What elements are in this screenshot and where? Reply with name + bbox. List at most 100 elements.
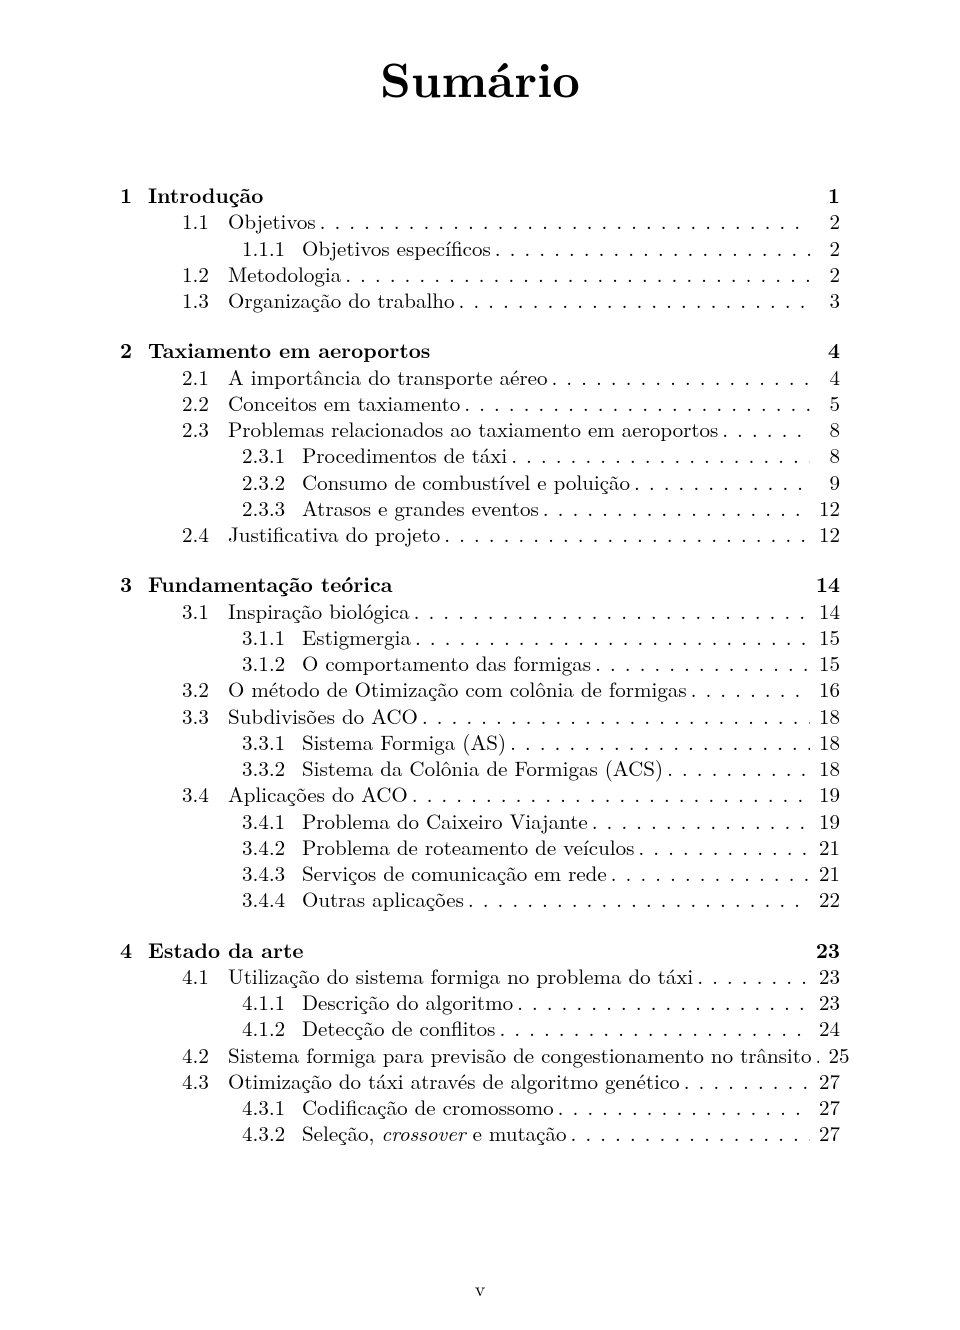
toc-entry-title: Subdivisões do ACO xyxy=(228,703,418,729)
toc-chapter-number: 2 xyxy=(120,337,148,363)
toc-entry-title: Aplicações do ACO xyxy=(228,781,408,807)
toc-entry: 4.1.1Descrição do algoritmo 23 xyxy=(120,989,840,1015)
toc-entry: 1.1Objetivos2 xyxy=(120,208,840,234)
toc-entry: 4.1.2Detecção de conflitos24 xyxy=(120,1015,840,1041)
toc-entry-number: 1.1.1 xyxy=(242,235,302,261)
toc-entry: 3.1Inspiração biológica14 xyxy=(120,598,840,624)
toc-leader-dots xyxy=(567,1120,811,1146)
toc-entry-page: 8 xyxy=(810,416,840,442)
toc-entry-title: Descrição do algoritmo xyxy=(302,989,513,1015)
toc-chapter-page: 4 xyxy=(828,337,840,363)
toc-entry-title: A importância do transporte aéreo xyxy=(228,364,547,390)
toc-entry-title: Inspiração biológica xyxy=(228,598,410,624)
toc-entry: 2.3Problemas relacionados ao taxiamento … xyxy=(120,416,840,442)
toc-entry-title: O método de Otimização com colônia de fo… xyxy=(228,676,687,702)
toc-chapter-heading: 3Fundamentação teórica14 xyxy=(120,571,840,597)
toc-leader-dots xyxy=(410,598,810,624)
toc-leader-dots xyxy=(316,208,810,234)
toc-entry-title: Serviços de comunicação em rede xyxy=(302,860,607,886)
toc-entry-page: 21 xyxy=(810,834,840,860)
toc-leader-dots xyxy=(418,703,810,729)
toc-entry: 4.1Utilização do sistema formiga no prob… xyxy=(120,963,840,989)
toc-leader-dots xyxy=(693,963,810,989)
toc-leader-dots xyxy=(607,860,810,886)
toc-leader-dots xyxy=(718,416,810,442)
toc-chapter: 4Estado da arte234.1Utilização do sistem… xyxy=(120,937,840,1147)
toc-chapter-heading: 2Taxiamento em aeroportos4 xyxy=(120,337,840,363)
toc-entry-page: 8 xyxy=(810,442,840,468)
toc-entry-title: Objetivos xyxy=(228,208,316,234)
toc-entry-page: 14 xyxy=(810,598,840,624)
toc-entry-title: Justificativa do projeto xyxy=(228,521,440,547)
toc-leader-dots xyxy=(513,989,810,1015)
toc-entry: 2.2Conceitos em taxiamento5 xyxy=(120,390,840,416)
toc-chapter: 3Fundamentação teórica143.1Inspiração bi… xyxy=(120,571,840,912)
toc-entry-number: 4.1 xyxy=(182,963,228,989)
toc-chapter-heading: 4Estado da arte23 xyxy=(120,937,840,963)
toc-entry-title: Problema do Caixeiro Viajante xyxy=(302,808,588,834)
toc-entry-number: 3.3 xyxy=(182,703,228,729)
toc-entry-page: 21 xyxy=(810,860,840,886)
toc-entry-page: 19 xyxy=(810,781,840,807)
toc-entry-number: 2.1 xyxy=(182,364,228,390)
toc-entry-title: Sistema formiga para previsão de congest… xyxy=(228,1042,811,1068)
toc-entry: 1.2Metodologia 2 xyxy=(120,261,840,287)
toc-entry: 3.3.1Sistema Formiga (AS)18 xyxy=(120,729,840,755)
toc-entry-title: Atrasos e grandes eventos xyxy=(302,495,539,521)
toc-entry-number: 3.1.1 xyxy=(242,624,302,650)
toc-entry-page: 25 xyxy=(819,1042,849,1068)
toc-entry-title: Otimização do táxi através de algoritmo … xyxy=(228,1068,680,1094)
toc-entry-title: Sistema da Colônia de Formigas (ACS) xyxy=(302,755,663,781)
toc-chapter-number: 1 xyxy=(120,182,148,208)
toc-leader-dots xyxy=(506,729,810,755)
toc-entry: 3.1.1Estigmergia 15 xyxy=(120,624,840,650)
toc-entry-page: 15 xyxy=(810,624,840,650)
toc-entry-number: 4.1.1 xyxy=(242,989,302,1015)
toc-chapter-title: Estado da arte xyxy=(148,937,303,963)
toc-leader-dots xyxy=(591,650,810,676)
toc-entry-number: 1.2 xyxy=(182,261,228,287)
toc-entry: 3.4.2Problema de roteamento de veículos2… xyxy=(120,834,840,860)
toc-leader-dots xyxy=(454,287,810,313)
toc-entry-title: Organização do trabalho xyxy=(228,287,454,313)
toc-entry: 4.3.2Seleção, crossover e mutação27 xyxy=(120,1120,840,1146)
toc-leader-dots xyxy=(663,755,810,781)
table-of-contents: 1Introdução11.1Objetivos21.1.1Objetivos … xyxy=(120,182,840,1147)
toc-entry-number: 3.3.1 xyxy=(242,729,302,755)
toc-entry-page: 23 xyxy=(810,989,840,1015)
toc-leader-dots xyxy=(680,1068,810,1094)
toc-entry-number: 3.3.2 xyxy=(242,755,302,781)
toc-entry-number: 3.2 xyxy=(182,676,228,702)
toc-entry-number: 2.3.2 xyxy=(242,469,302,495)
toc-entry-title: Outras aplicações xyxy=(302,886,464,912)
toc-entry-number: 3.1.2 xyxy=(242,650,302,676)
toc-chapter: 2Taxiamento em aeroportos42.1A importânc… xyxy=(120,337,840,547)
toc-leader-dots xyxy=(411,624,810,650)
toc-entry: 3.4.1Problema do Caixeiro Viajante19 xyxy=(120,808,840,834)
toc-entry-page: 2 xyxy=(810,261,840,287)
toc-entry-page: 24 xyxy=(810,1015,840,1041)
toc-entry: 3.2O método de Otimização com colônia de… xyxy=(120,676,840,702)
toc-entry-number: 3.4.4 xyxy=(242,886,302,912)
toc-leader-dots xyxy=(495,1015,810,1041)
toc-leader-dots xyxy=(507,442,810,468)
toc-entry-number: 3.4.1 xyxy=(242,808,302,834)
toc-entry: 3.3Subdivisões do ACO18 xyxy=(120,703,840,729)
toc-leader-dots xyxy=(464,886,810,912)
toc-entry-title: O comportamento das formigas xyxy=(302,650,591,676)
toc-entry-page: 16 xyxy=(810,676,840,702)
toc-entry-page: 18 xyxy=(810,755,840,781)
page-title: Sumário xyxy=(120,44,840,112)
toc-entry-number: 3.4.3 xyxy=(242,860,302,886)
toc-entry-title: Conceitos em taxiamento xyxy=(228,390,460,416)
toc-entry-page: 3 xyxy=(810,287,840,313)
toc-chapter-number: 3 xyxy=(120,571,148,597)
toc-entry-title: Metodologia xyxy=(228,261,341,287)
toc-chapter-page: 14 xyxy=(816,571,840,597)
toc-entry-title: Estigmergia xyxy=(302,624,411,650)
toc-entry-page: 15 xyxy=(810,650,840,676)
toc-leader-dots xyxy=(634,834,810,860)
toc-entry: 3.1.2O comportamento das formigas 15 xyxy=(120,650,840,676)
toc-entry: 4.3Otimização do táxi através de algorit… xyxy=(120,1068,840,1094)
toc-entry-title: Objetivos específicos xyxy=(302,235,491,261)
